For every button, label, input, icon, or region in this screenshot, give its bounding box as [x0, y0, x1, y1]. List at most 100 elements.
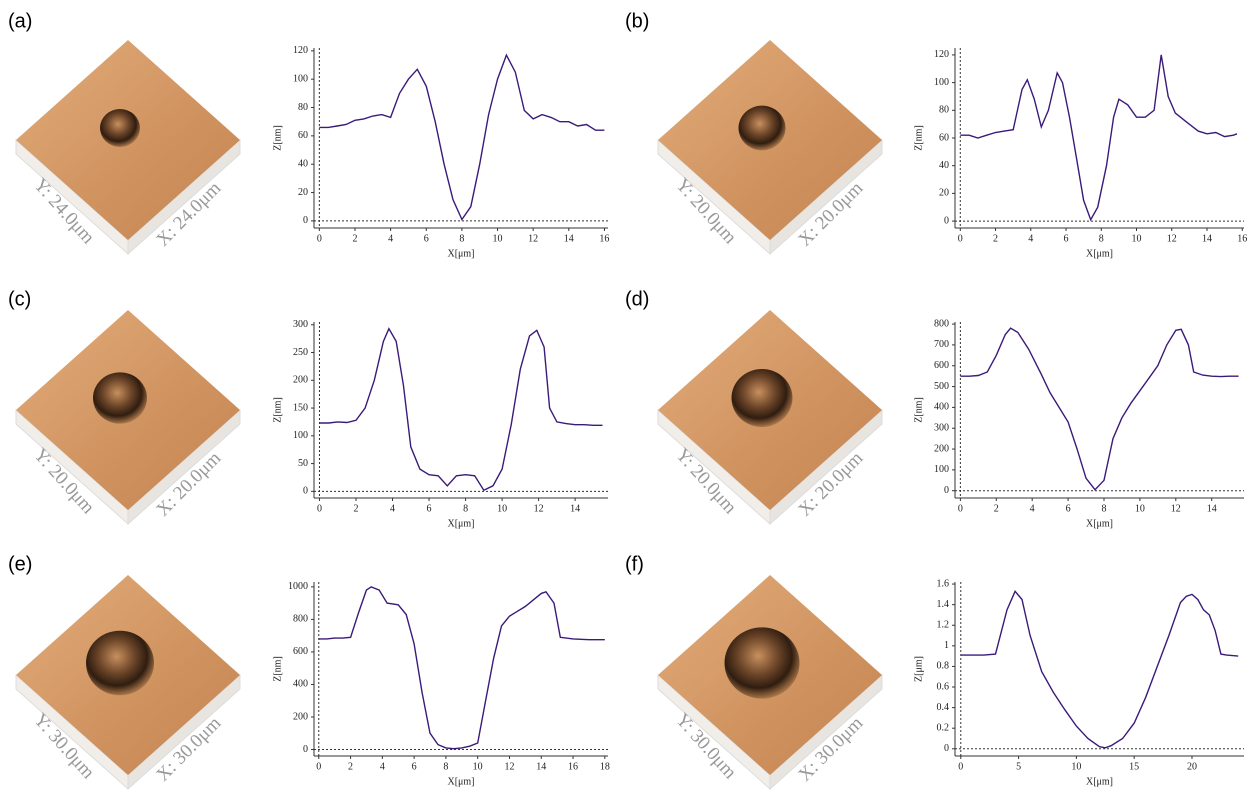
crater — [724, 627, 800, 699]
x-tick-label: 16 — [599, 233, 609, 244]
x-tick-label: 6 — [1066, 503, 1071, 514]
y-tick-label: 0.2 — [937, 722, 950, 733]
y-tick-label: 700 — [934, 339, 949, 350]
image-side — [769, 408, 883, 526]
afm-image — [657, 575, 883, 791]
x-tick-label: 8 — [459, 233, 464, 244]
x-tick-label: 12 — [534, 503, 544, 514]
crater — [93, 372, 147, 424]
x-tick-label: 6 — [1064, 233, 1069, 244]
x-tick-label: 2 — [994, 503, 999, 514]
x-tick-label: 0 — [958, 233, 963, 244]
x-tick-label: 8 — [1101, 503, 1106, 514]
x-tick-label: 14 — [570, 503, 580, 514]
y-tick-label: 60 — [939, 132, 949, 143]
y-tick-label: 200 — [293, 375, 308, 386]
y-tick-label: 0.8 — [937, 661, 950, 672]
y-axis-label: Z[nm] — [272, 397, 283, 423]
y-tick-label: 400 — [934, 402, 949, 413]
y-tick-label: 0 — [303, 744, 308, 755]
x-tick-label: 14 — [1202, 233, 1212, 244]
x-tick-label: 10 — [1132, 233, 1142, 244]
x-tick-label: 2 — [354, 503, 359, 514]
y-tick-label: 0 — [303, 486, 308, 497]
panel-label: (f) — [625, 553, 644, 575]
y-tick-label: 300 — [934, 423, 949, 434]
y-tick-label: 20 — [298, 187, 308, 198]
y-tick-label: 600 — [934, 360, 949, 371]
y-tick-label: 1.6 — [937, 578, 950, 589]
y-tick-label: 400 — [293, 679, 308, 690]
x-tick-label: 0 — [958, 761, 963, 772]
x-tick-label: 16 — [568, 761, 578, 772]
profile-line — [318, 586, 605, 750]
x-tick-label: 6 — [412, 761, 417, 772]
x-tick-label: 12 — [1171, 503, 1181, 514]
afm-image — [15, 310, 241, 526]
y-tick-label: 500 — [934, 381, 949, 392]
y-tick-label: 0 — [944, 743, 949, 754]
y-tick-label: 200 — [934, 443, 949, 454]
crater — [100, 109, 140, 147]
afm-image — [15, 40, 241, 256]
crater — [738, 105, 786, 151]
x-axis-label: X[μm] — [1086, 518, 1113, 529]
x-tick-label: 5 — [1016, 761, 1021, 772]
x-tick-label: 6 — [427, 503, 432, 514]
x-tick-label: 0 — [316, 761, 321, 772]
y-tick-label: 120 — [293, 45, 308, 56]
x-axis-label: X[μm] — [1086, 776, 1113, 787]
x-tick-label: 8 — [1099, 233, 1104, 244]
y-tick-label: 60 — [298, 130, 308, 141]
x-tick-label: 12 — [1167, 233, 1177, 244]
y-tick-label: 40 — [939, 160, 949, 171]
x-tick-label: 4 — [390, 503, 395, 514]
y-tick-label: 0.4 — [937, 702, 950, 713]
x-axis-label: X[μm] — [447, 248, 474, 259]
y-tick-label: 0 — [944, 485, 949, 496]
x-tick-label: 20 — [1187, 761, 1197, 772]
y-tick-label: 120 — [934, 49, 949, 60]
y-tick-label: 100 — [934, 464, 949, 475]
profile-line — [319, 53, 605, 221]
y-tick-label: 100 — [293, 430, 308, 441]
y-tick-label: 0.6 — [937, 681, 950, 692]
x-tick-label: 12 — [528, 233, 538, 244]
y-tick-label: 300 — [293, 319, 308, 330]
y-tick-label: 800 — [934, 318, 949, 329]
y-tick-label: 1000 — [288, 581, 308, 592]
y-tick-label: 150 — [293, 402, 308, 413]
x-tick-label: 14 — [536, 761, 546, 772]
x-tick-label: 2 — [352, 233, 357, 244]
y-tick-label: 100 — [293, 73, 308, 84]
y-axis-label: Z[nm] — [913, 397, 924, 423]
x-tick-label: 10 — [473, 761, 483, 772]
y-axis-label: Z[nm] — [272, 125, 283, 151]
y-tick-label: 50 — [298, 458, 308, 469]
y-tick-label: 0 — [944, 215, 949, 226]
x-tick-label: 16 — [1237, 233, 1247, 244]
x-tick-label: 0 — [958, 503, 963, 514]
profile-line — [319, 327, 603, 492]
x-tick-label: 4 — [1030, 503, 1035, 514]
x-tick-label: 4 — [380, 761, 385, 772]
x-tick-label: 10 — [497, 503, 507, 514]
y-axis-label: Z[μm] — [913, 656, 924, 682]
y-tick-label: 0 — [303, 215, 308, 226]
y-axis-label: Z[nm] — [272, 656, 283, 682]
x-tick-label: 10 — [493, 233, 503, 244]
x-axis-label: X[μm] — [1086, 248, 1113, 259]
image-side — [127, 408, 241, 526]
x-tick-label: 2 — [348, 761, 353, 772]
profile-line — [960, 54, 1238, 222]
x-tick-label: 10 — [1071, 761, 1081, 772]
afm-image — [15, 575, 241, 791]
panel-label: (b) — [625, 10, 649, 32]
x-tick-label: 14 — [564, 233, 574, 244]
y-axis-label: Z[nm] — [913, 125, 924, 151]
x-tick-label: 8 — [443, 761, 448, 772]
y-tick-label: 800 — [293, 614, 308, 625]
y-tick-label: 80 — [298, 102, 308, 113]
x-tick-label: 4 — [388, 233, 393, 244]
